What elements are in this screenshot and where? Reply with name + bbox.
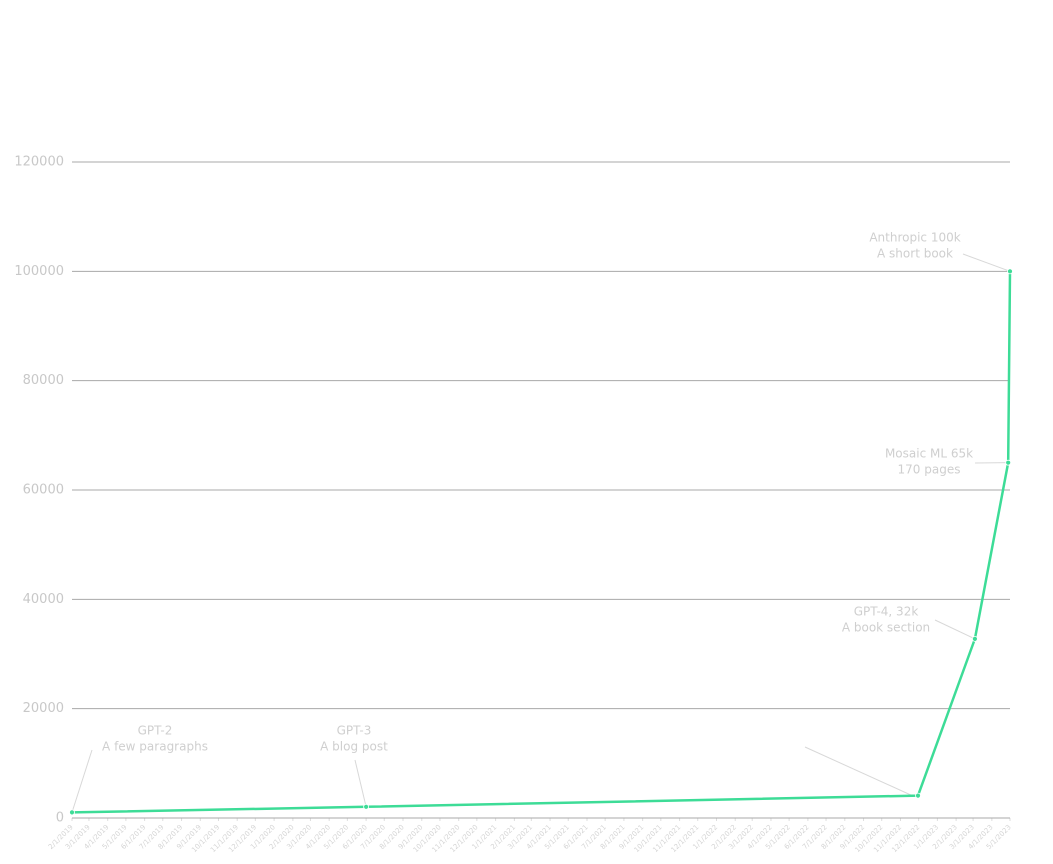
annotation: GPT-2 — [138, 724, 173, 738]
y-tick-label: 20000 — [23, 701, 64, 716]
y-tick-label: 80000 — [23, 373, 64, 388]
y-tick-label: 0 — [56, 811, 64, 826]
data-point — [972, 635, 978, 642]
data-line — [71, 271, 1012, 814]
y-tick-label: 40000 — [23, 592, 64, 607]
y-tick-label: 60000 — [23, 483, 64, 498]
leader-line — [71, 749, 93, 813]
leader-line — [934, 619, 976, 640]
annotation: A book section — [842, 621, 930, 635]
annotation: Anthropic 100k — [869, 231, 960, 245]
data-point — [363, 803, 370, 810]
y-tick-label: 100000 — [14, 264, 64, 279]
y-tick-label: 120000 — [14, 155, 64, 170]
annotation: GPT-3 — [337, 724, 372, 738]
annotation: 170 pages — [898, 463, 961, 477]
data-point — [69, 809, 75, 816]
annotation: A blog post — [320, 740, 388, 754]
annotation: GPT-4, 32k — [854, 605, 919, 619]
data-point — [915, 792, 921, 799]
leader-line — [354, 759, 367, 807]
annotation: Mosaic ML 65k — [885, 447, 973, 461]
leader-line — [804, 746, 914, 797]
data-point — [1005, 459, 1012, 466]
leader-line — [962, 253, 1011, 272]
annotation: A few paragraphs — [102, 740, 208, 754]
annotation: A short book — [877, 247, 953, 261]
data-point — [1007, 268, 1013, 275]
